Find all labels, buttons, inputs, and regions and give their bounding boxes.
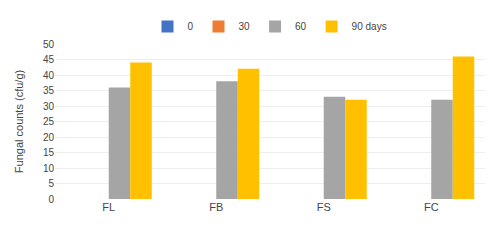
svg-text:50: 50 [43,39,55,50]
svg-text:0: 0 [188,21,194,32]
svg-text:5: 5 [48,178,54,189]
svg-text:Fungal counts (cfu/g): Fungal counts (cfu/g) [13,70,25,173]
svg-text:45: 45 [43,54,55,65]
svg-text:0: 0 [48,194,54,205]
svg-text:35: 35 [43,85,55,96]
svg-text:30: 30 [43,101,55,112]
svg-text:FC: FC [424,201,439,213]
svg-text:90 days: 90 days [352,21,387,32]
svg-text:10: 10 [43,163,55,174]
svg-text:40: 40 [43,70,55,81]
svg-text:20: 20 [43,132,55,143]
svg-text:FB: FB [209,201,223,213]
svg-text:15: 15 [43,147,55,158]
svg-text:FS: FS [317,201,331,213]
svg-text:60: 60 [295,21,307,32]
svg-text:30: 30 [239,21,251,32]
svg-text:FL: FL [102,201,115,213]
svg-text:25: 25 [43,116,55,127]
